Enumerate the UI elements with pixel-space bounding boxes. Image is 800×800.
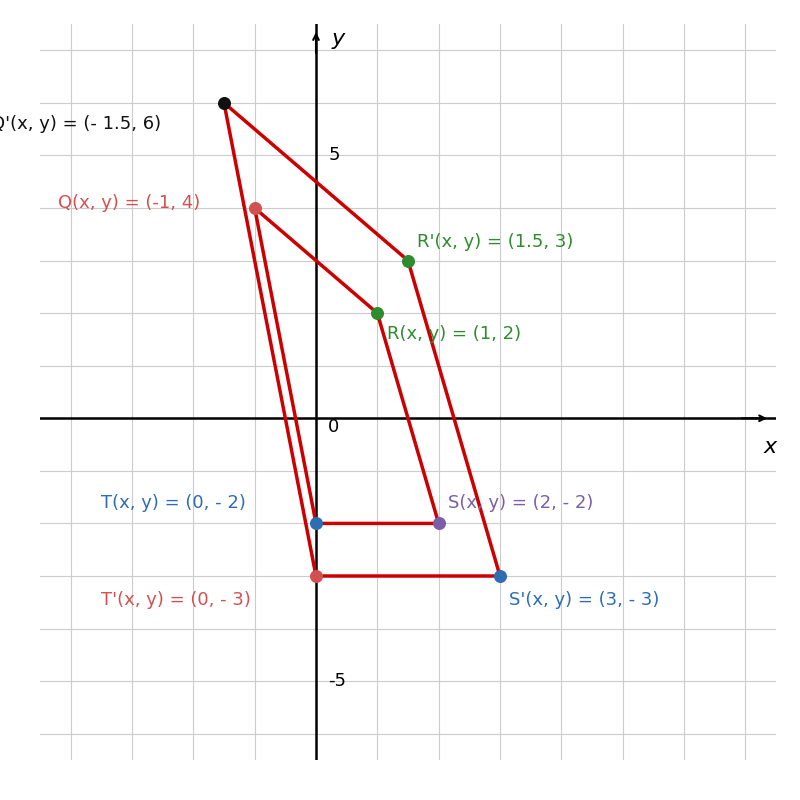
Text: R'(x, y) = (1.5, 3): R'(x, y) = (1.5, 3) [418,234,574,251]
Text: 0: 0 [328,418,339,436]
Text: Q(x, y) = (-1, 4): Q(x, y) = (-1, 4) [58,194,201,212]
Text: Q'(x, y) = (- 1.5, 6): Q'(x, y) = (- 1.5, 6) [0,115,161,133]
Point [310,517,322,530]
Point [248,202,261,214]
Point [494,570,506,582]
Text: x: x [763,437,777,457]
Text: T(x, y) = (0, - 2): T(x, y) = (0, - 2) [102,494,246,512]
Text: -5: -5 [328,672,346,690]
Point [371,306,384,319]
Point [432,517,445,530]
Point [218,97,230,110]
Text: S(x, y) = (2, - 2): S(x, y) = (2, - 2) [448,494,594,512]
Text: R(x, y) = (1, 2): R(x, y) = (1, 2) [386,326,521,343]
Text: T'(x, y) = (0, - 3): T'(x, y) = (0, - 3) [102,591,251,609]
Text: y: y [331,30,345,50]
Point [310,570,322,582]
Text: 5: 5 [328,146,340,165]
Text: S'(x, y) = (3, - 3): S'(x, y) = (3, - 3) [509,591,659,609]
Point [402,254,414,267]
